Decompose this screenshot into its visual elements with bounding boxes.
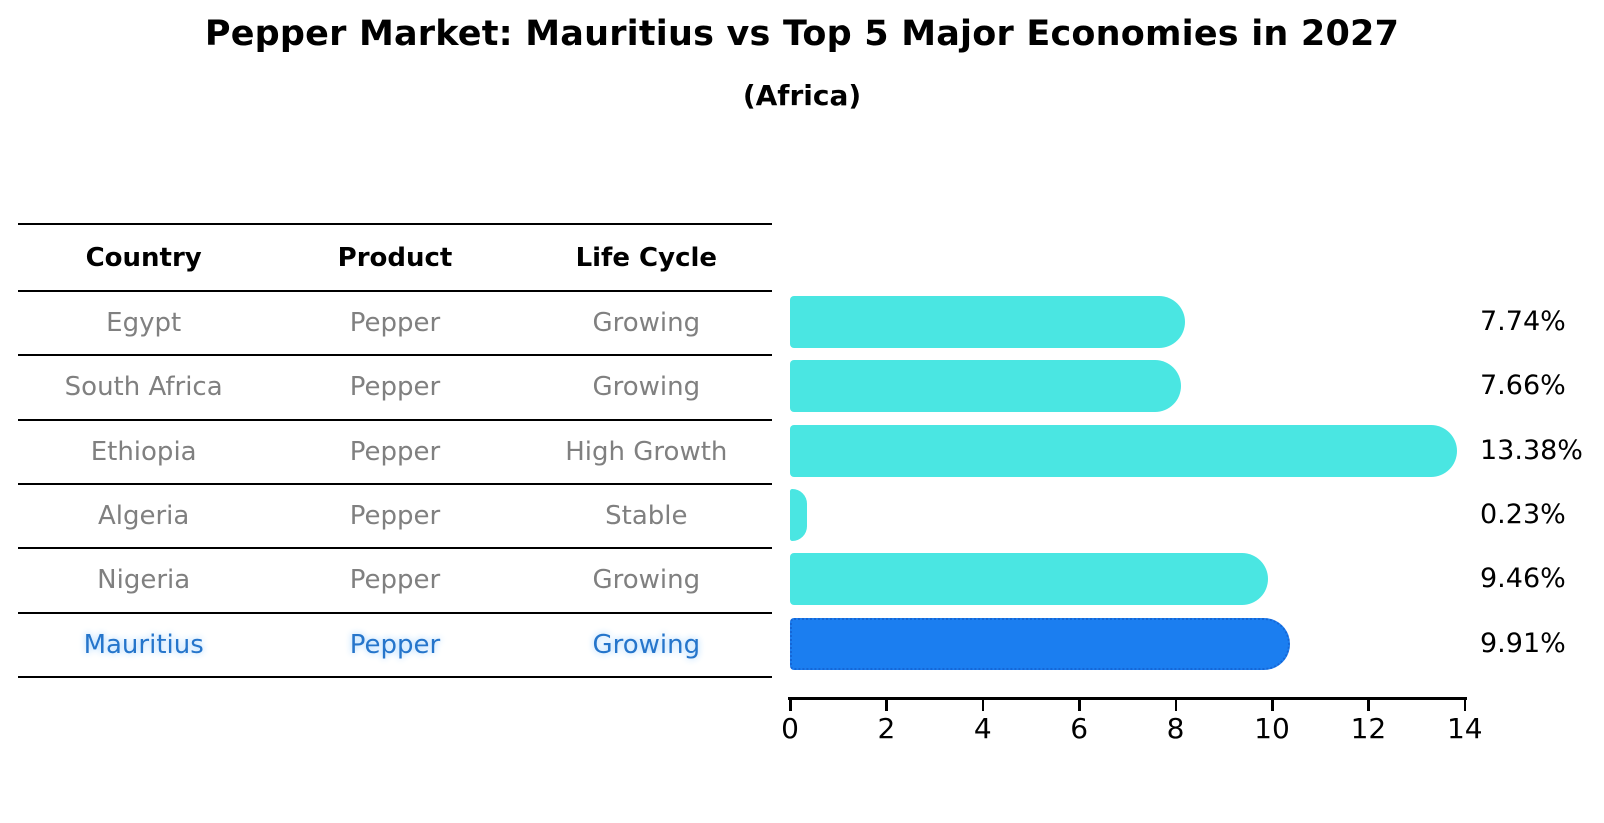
x-tick-label: 14 bbox=[1446, 712, 1483, 745]
table-cell-life-cycle: Stable bbox=[605, 501, 688, 532]
x-axis-line bbox=[788, 697, 1467, 700]
x-tick-mark bbox=[1463, 700, 1467, 711]
x-tick-mark bbox=[885, 700, 888, 711]
x-tick-label: 2 bbox=[877, 712, 896, 745]
chart-title: Pepper Market: Mauritius vs Top 5 Major … bbox=[204, 14, 1400, 54]
table-cell-product: Pepper bbox=[349, 565, 441, 596]
value-label: 9.91% bbox=[1480, 627, 1566, 659]
x-tick-label: 10 bbox=[1254, 712, 1290, 745]
value-label: 9.46% bbox=[1480, 563, 1566, 595]
country-table: Country Product Life Cycle Egypt Pepper Growi… bbox=[18, 223, 772, 678]
table-row: South Africa Pepper Growing bbox=[18, 354, 772, 418]
table-row: Mauritius Pepper Growing bbox=[18, 611, 772, 676]
table-cell-country: Algeria bbox=[97, 501, 190, 532]
bar-nigeria bbox=[790, 553, 1268, 606]
table-header-cell: Life Cycle bbox=[575, 242, 718, 273]
bar-mauritius bbox=[790, 617, 1290, 670]
x-tick-mark bbox=[1078, 700, 1081, 711]
table-cell-life-cycle: Growing bbox=[592, 372, 701, 403]
bar-algeria bbox=[790, 489, 808, 542]
table-cell-product: Pepper bbox=[349, 372, 441, 403]
table-cell-country: Ethiopia bbox=[90, 436, 197, 467]
table-cell-country: Mauritius bbox=[83, 629, 204, 660]
table-cell-life-cycle: Growing bbox=[592, 565, 701, 596]
table-cell-country: Nigeria bbox=[97, 565, 191, 596]
table-cell-product: Pepper bbox=[349, 501, 441, 532]
x-tick-mark bbox=[1174, 700, 1178, 711]
table-cell-country: Egypt bbox=[106, 308, 182, 339]
table-row: Ethiopia Pepper High Growth bbox=[18, 418, 772, 483]
table-row: Egypt Pepper Growing bbox=[18, 290, 772, 354]
bar-south-africa bbox=[790, 360, 1182, 413]
x-tick-label: 8 bbox=[1166, 712, 1185, 745]
table-row: Nigeria Pepper Growing bbox=[18, 547, 772, 611]
x-tick-mark bbox=[789, 700, 792, 711]
x-tick-label: 4 bbox=[973, 712, 992, 745]
value-label: 7.66% bbox=[1480, 370, 1566, 402]
x-tick-label: 0 bbox=[781, 712, 799, 745]
x-tick-mark bbox=[981, 700, 985, 711]
table-cell-life-cycle: Growing bbox=[592, 629, 701, 660]
bar-egypt bbox=[790, 296, 1186, 349]
table-cell-life-cycle: High Growth bbox=[565, 436, 728, 467]
x-tick-mark bbox=[1367, 700, 1370, 711]
x-tick-label: 6 bbox=[1070, 712, 1089, 745]
table-cell-country: South Africa bbox=[64, 372, 223, 403]
x-tick-mark bbox=[1271, 700, 1274, 711]
table-cell-product: Pepper bbox=[349, 629, 441, 660]
chart-subtitle: (Africa) bbox=[742, 79, 862, 112]
x-tick-label: 12 bbox=[1350, 712, 1387, 745]
value-label: 0.23% bbox=[1480, 499, 1566, 531]
value-label: 13.38% bbox=[1480, 434, 1583, 466]
table-cell-product: Pepper bbox=[349, 308, 441, 339]
table-header-row: Country Product Life Cycle bbox=[18, 223, 772, 290]
table-cell-life-cycle: Growing bbox=[592, 308, 701, 339]
value-label: 7.74% bbox=[1480, 306, 1566, 338]
table-row: Algeria Pepper Stable bbox=[18, 482, 772, 547]
bar-ethiopia bbox=[790, 424, 1457, 477]
table-header-cell: Product bbox=[337, 242, 453, 273]
table-header-cell: Country bbox=[85, 242, 202, 273]
table-cell-product: Pepper bbox=[349, 436, 441, 467]
